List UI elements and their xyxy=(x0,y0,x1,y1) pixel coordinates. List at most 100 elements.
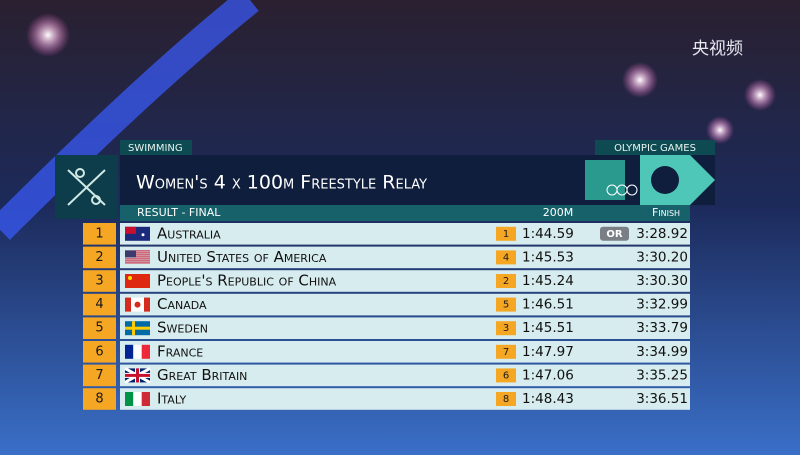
result-row: 6 France 7 1:47.97 3:34.99 xyxy=(83,341,690,363)
result-row: 2 United States of America 4 1:45.53 3:30.20 xyxy=(83,246,690,269)
result-row: 1 Australia 1 1:44.59 OR 3:28.92 xyxy=(83,223,690,245)
rank: 5 xyxy=(95,321,103,336)
split-time: 1:47.97 xyxy=(522,344,574,360)
games-label: OLYMPIC GAMES xyxy=(614,143,696,154)
split-time: 1:46.51 xyxy=(522,297,574,313)
rank-box xyxy=(83,223,116,245)
sport-label: Swimming xyxy=(128,143,183,154)
result-row: 5 Sweden 3 1:45.51 3:33.79 xyxy=(83,317,690,339)
rank: 4 xyxy=(95,297,103,312)
rank: 1 xyxy=(95,226,103,241)
split-rank: 6 xyxy=(503,370,509,381)
rank-box xyxy=(83,270,116,292)
rank: 7 xyxy=(95,368,103,383)
sport-tab xyxy=(120,140,192,155)
rank-box xyxy=(83,341,116,363)
rank: 2 xyxy=(95,250,103,265)
split-time: 1:45.51 xyxy=(522,320,574,336)
flag-part xyxy=(133,344,142,359)
rank-box xyxy=(83,388,116,410)
split-rank-box xyxy=(496,321,516,336)
finish-time: 3:36.51 xyxy=(636,391,688,407)
flag-part xyxy=(134,301,141,308)
lane-rope xyxy=(0,0,259,240)
country: Italy xyxy=(157,390,186,408)
light xyxy=(26,13,70,57)
flag-part xyxy=(125,297,131,312)
finish-time: 3:30.30 xyxy=(636,273,688,289)
row-band xyxy=(120,246,690,269)
flag xyxy=(125,344,150,359)
split-rank: 7 xyxy=(503,347,509,358)
flag-part xyxy=(125,226,136,234)
split-rank-box xyxy=(496,297,516,312)
split-rank-box xyxy=(496,250,516,265)
split-rank-box xyxy=(496,392,516,406)
row-band xyxy=(120,317,690,339)
row-band xyxy=(120,341,690,363)
split-rank-box xyxy=(496,368,516,383)
split-time: 1:47.06 xyxy=(522,367,574,383)
finish-time: 3:30.20 xyxy=(636,249,688,265)
flag-part xyxy=(125,326,150,330)
rank: 6 xyxy=(95,344,103,359)
flag-part xyxy=(141,392,150,406)
light xyxy=(744,79,776,111)
stage-label: RESULT - FINAL xyxy=(137,206,221,219)
flag-part xyxy=(125,392,134,406)
finish-header: Finish xyxy=(652,206,680,219)
watermark: 央视频 xyxy=(692,39,743,59)
finish-time: 3:35.25 xyxy=(636,367,688,383)
result-row: 3 People's Republic of China 2 1:45.24 3:30.… xyxy=(83,270,690,292)
finish-time: 3:32.99 xyxy=(636,297,688,313)
flag xyxy=(125,250,150,264)
flag-part xyxy=(125,258,150,260)
split-rank: 8 xyxy=(503,394,509,405)
row-band xyxy=(120,388,690,410)
flag-part xyxy=(125,262,150,264)
flag-part xyxy=(125,254,150,256)
country: United States of America xyxy=(157,248,327,266)
country: People's Republic of China xyxy=(157,272,337,290)
rank: 3 xyxy=(95,274,103,289)
games-tab xyxy=(595,140,715,155)
finish-time: 3:34.99 xyxy=(636,344,688,360)
results-table: 1 Australia 1 1:44.59 OR 3:28.92 2 United State… xyxy=(83,223,690,410)
result-row: 7 Great Britain 6 1:47.06 3:35.25 xyxy=(83,364,690,387)
row-band xyxy=(120,293,690,316)
rank-box xyxy=(83,317,116,339)
flag-part xyxy=(125,252,150,254)
flag xyxy=(125,321,150,336)
flag-part xyxy=(128,276,132,280)
country: Sweden xyxy=(157,319,208,337)
split-time: 1:44.59 xyxy=(522,226,574,242)
split-time: 1:48.43 xyxy=(522,391,574,407)
finish-time: 3:33.79 xyxy=(636,320,688,336)
light xyxy=(622,62,658,98)
country: Canada xyxy=(157,295,207,313)
record: OR xyxy=(606,229,623,240)
split-rank: 2 xyxy=(503,276,509,287)
row-band xyxy=(120,223,690,245)
flag xyxy=(125,274,150,288)
split-rank-box xyxy=(496,226,516,241)
flag-part xyxy=(141,344,150,359)
flag-part xyxy=(125,274,150,288)
country: France xyxy=(157,342,203,360)
split-time: 1:45.24 xyxy=(522,273,574,289)
rank-box xyxy=(83,293,116,316)
country: Australia xyxy=(157,224,221,242)
split-rank-box xyxy=(496,344,516,359)
rank-box xyxy=(83,246,116,269)
result-row: 4 Canada 5 1:46.51 3:32.99 xyxy=(83,293,690,316)
flag-part xyxy=(125,373,150,377)
split-rank: 5 xyxy=(503,300,509,311)
flag-part xyxy=(125,260,150,262)
split-rank: 1 xyxy=(503,229,509,240)
flag-part xyxy=(125,256,150,258)
finish-time: 3:28.92 xyxy=(636,226,688,242)
flag-part xyxy=(141,233,145,237)
subheader-bar xyxy=(120,205,690,221)
